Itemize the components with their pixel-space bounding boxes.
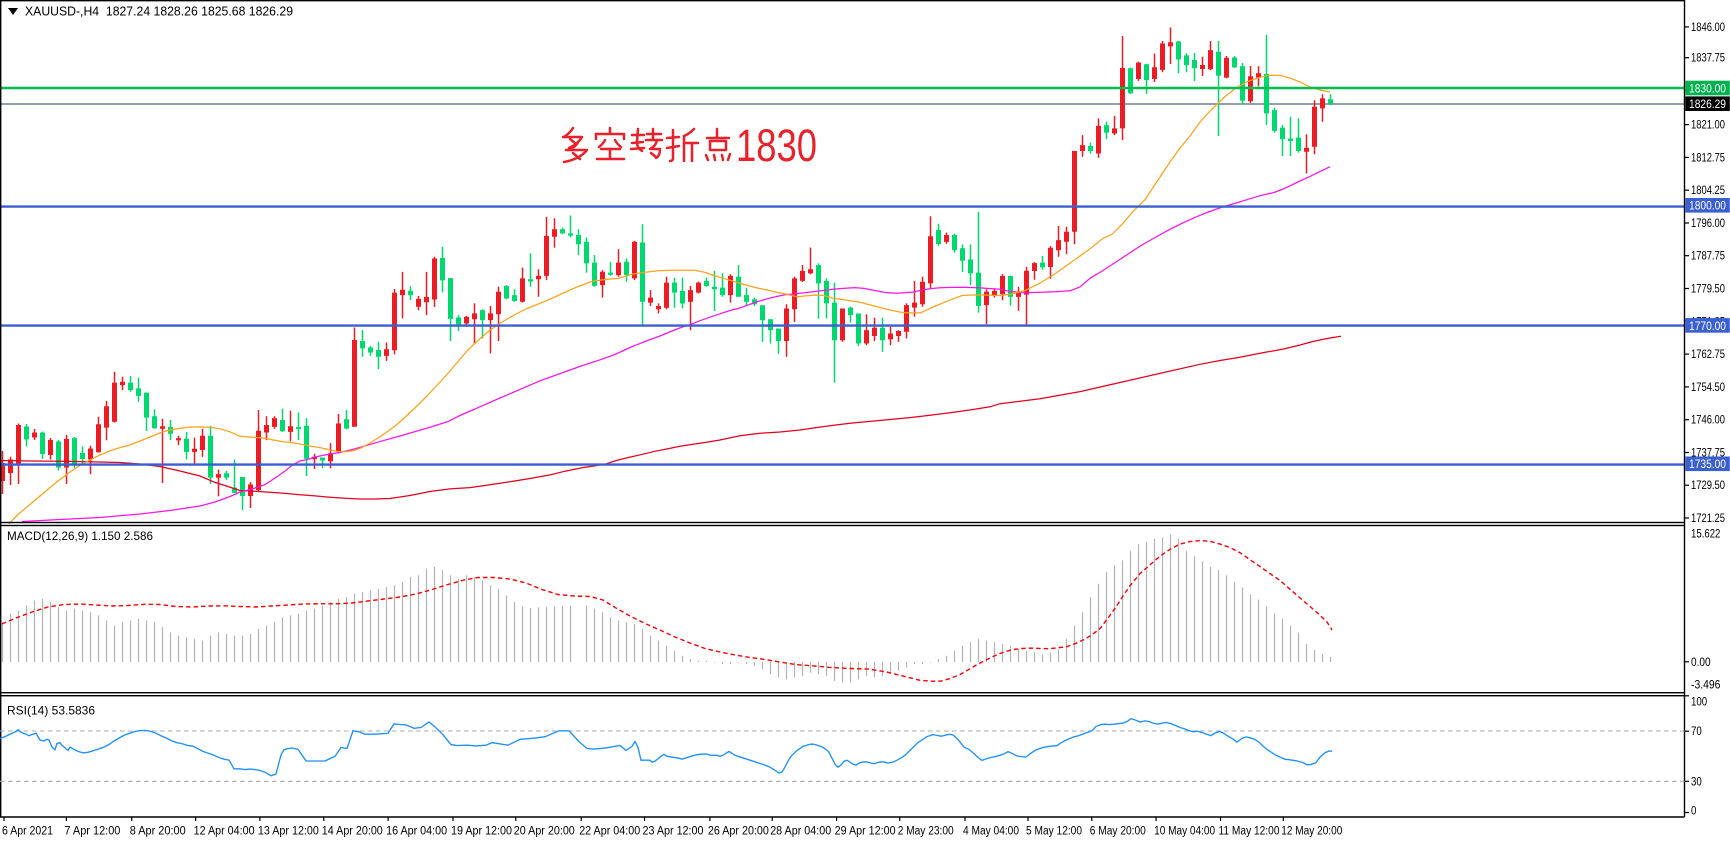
svg-text:1804.25: 1804.25 xyxy=(1691,183,1725,197)
svg-text:1830.00: 1830.00 xyxy=(1689,81,1726,95)
svg-text:22 Apr 04:00: 22 Apr 04:00 xyxy=(579,826,640,838)
svg-text:12 May 20:00: 12 May 20:00 xyxy=(1281,826,1342,838)
svg-text:1787.75: 1787.75 xyxy=(1691,249,1725,263)
svg-text:14 Apr 20:00: 14 Apr 20:00 xyxy=(322,826,383,838)
svg-text:100: 100 xyxy=(1691,695,1707,709)
svg-text:1812.75: 1812.75 xyxy=(1691,150,1725,164)
svg-text:23 Apr 12:00: 23 Apr 12:00 xyxy=(643,826,704,838)
svg-text:4 May 04:00: 4 May 04:00 xyxy=(963,826,1019,838)
svg-text:6 Apr 2021: 6 Apr 2021 xyxy=(2,826,53,838)
svg-text:1754.50: 1754.50 xyxy=(1691,380,1725,394)
svg-text:1800.00: 1800.00 xyxy=(1689,199,1726,213)
svg-text:1830: 1830 xyxy=(736,120,817,171)
svg-text:13 Apr 12:00: 13 Apr 12:00 xyxy=(258,826,319,838)
svg-text:8 Apr 20:00: 8 Apr 20:00 xyxy=(130,826,186,838)
svg-text:1779.50: 1779.50 xyxy=(1691,282,1725,296)
svg-text:1837.75: 1837.75 xyxy=(1691,51,1725,65)
svg-text:1721.25: 1721.25 xyxy=(1691,511,1725,525)
svg-text:MACD(12,26,9) 1.150 2.586: MACD(12,26,9) 1.150 2.586 xyxy=(7,529,153,543)
svg-text:RSI(14) 53.5836: RSI(14) 53.5836 xyxy=(7,704,95,718)
svg-text:1826.29: 1826.29 xyxy=(1689,97,1726,111)
svg-text:0: 0 xyxy=(1691,804,1697,818)
svg-text:20 Apr 20:00: 20 Apr 20:00 xyxy=(514,826,575,838)
svg-text:1735.00: 1735.00 xyxy=(1689,457,1726,471)
svg-text:29 Apr 12:00: 29 Apr 12:00 xyxy=(835,826,896,838)
svg-text:2 May 23:00: 2 May 23:00 xyxy=(898,826,954,838)
svg-text:26 Apr 20:00: 26 Apr 20:00 xyxy=(708,826,769,838)
svg-text:70: 70 xyxy=(1691,724,1702,738)
svg-text:1846.00: 1846.00 xyxy=(1691,20,1725,34)
svg-text:6 May 20:00: 6 May 20:00 xyxy=(1090,826,1146,838)
svg-text:1770.00: 1770.00 xyxy=(1689,319,1726,333)
svg-text:-3.496: -3.496 xyxy=(1691,677,1721,691)
svg-text:1796.00: 1796.00 xyxy=(1691,216,1725,230)
svg-text:1729.50: 1729.50 xyxy=(1691,478,1725,492)
svg-text:1762.75: 1762.75 xyxy=(1691,347,1725,361)
svg-text:19 Apr 12:00: 19 Apr 12:00 xyxy=(451,826,512,838)
svg-text:28 Apr 04:00: 28 Apr 04:00 xyxy=(770,826,831,838)
svg-text:7 Apr 12:00: 7 Apr 12:00 xyxy=(64,826,120,838)
svg-text:16 Apr 04:00: 16 Apr 04:00 xyxy=(386,826,447,838)
svg-text:5 May 12:00: 5 May 12:00 xyxy=(1026,826,1082,838)
svg-text:30: 30 xyxy=(1691,774,1702,788)
svg-text:1821.00: 1821.00 xyxy=(1691,118,1725,132)
svg-text:10 May 04:00: 10 May 04:00 xyxy=(1154,826,1215,838)
svg-text:12 Apr 04:00: 12 Apr 04:00 xyxy=(194,826,255,838)
svg-text:XAUUSD-,H4 1827.24 1828.26 18: XAUUSD-,H4 1827.24 1828.26 1825.68 1826.… xyxy=(25,5,293,19)
svg-text:1746.00: 1746.00 xyxy=(1691,413,1725,427)
svg-text:0.00: 0.00 xyxy=(1691,655,1711,669)
svg-text:1737.75: 1737.75 xyxy=(1691,446,1725,460)
svg-text:15.622: 15.622 xyxy=(1691,526,1721,540)
svg-text:11 May 12:00: 11 May 12:00 xyxy=(1219,826,1280,838)
